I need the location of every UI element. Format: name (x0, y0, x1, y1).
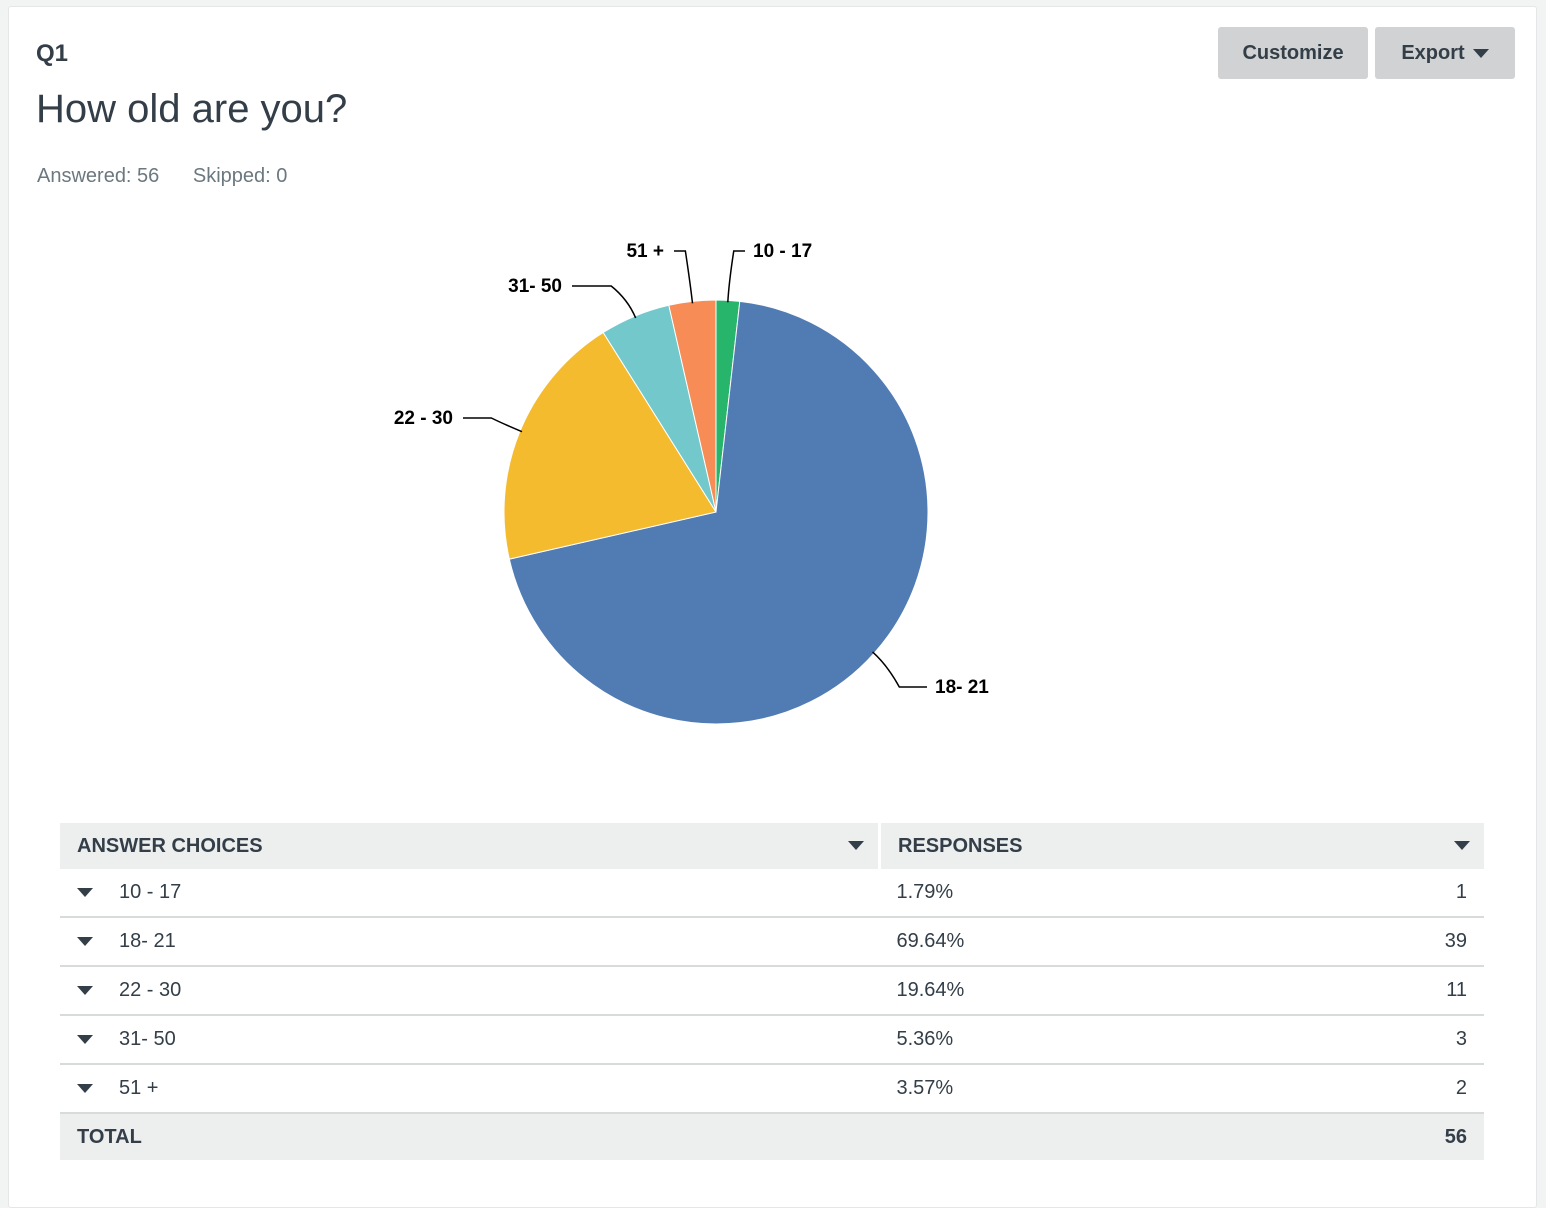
total-label: TOTAL (60, 1113, 1269, 1160)
answered-count: Answered: 56 (37, 165, 160, 187)
customize-label: Customize (1242, 41, 1344, 64)
leader-line-1 (727, 250, 745, 303)
table-row: 10 - 17 1.79% 1 (60, 869, 1484, 918)
header-answer-choices[interactable]: ANSWER CHOICES (60, 823, 881, 869)
pie-chart: 10 - 17 18- 21 22 - 30 31- 50 51 + (394, 241, 989, 725)
header-responses[interactable]: RESPONSES (879, 823, 1484, 869)
table-row: 22 - 30 19.64% 11 (60, 966, 1484, 1016)
response-stats: Answered: 56 Skipped: 0 (37, 165, 315, 188)
response-percent: 1.79% (879, 869, 1269, 918)
answer-choice: 51 + (119, 1077, 159, 1099)
answer-choice: 22 - 30 (119, 979, 182, 1001)
total-row: TOTAL 56 (60, 1113, 1484, 1160)
expand-row-icon[interactable] (77, 937, 93, 947)
pie-label-5: 51 + (626, 241, 664, 262)
expand-row-icon[interactable] (77, 1084, 93, 1094)
response-count: 39 (1268, 917, 1484, 967)
export-label: Export (1401, 41, 1465, 64)
table-row: 51 + 3.57% 2 (60, 1064, 1484, 1114)
expand-row-icon[interactable] (77, 1035, 93, 1045)
question-number: Q1 (36, 40, 69, 67)
export-button[interactable]: Export (1375, 27, 1515, 79)
chevron-down-icon[interactable] (1454, 841, 1470, 850)
leader-line-4 (572, 285, 637, 319)
pie-label-1: 10 - 17 (753, 241, 812, 262)
table-row: 18- 21 69.64% 39 (60, 917, 1484, 967)
leader-line-3 (463, 417, 523, 433)
response-percent: 69.64% (879, 917, 1269, 967)
results-table: ANSWER CHOICES RESPONSES 10 - 17 1.79% 1… (60, 823, 1484, 1160)
header-answer-choices-label: ANSWER CHOICES (77, 834, 263, 857)
answer-choice: 31- 50 (119, 1028, 176, 1050)
response-percent: 19.64% (879, 966, 1269, 1016)
response-percent: 5.36% (879, 1015, 1269, 1065)
response-count: 11 (1268, 966, 1484, 1016)
pie-label-2: 18- 21 (935, 677, 989, 698)
leader-line-5 (674, 250, 694, 304)
table-header-row: ANSWER CHOICES RESPONSES (60, 823, 1484, 869)
expand-row-icon[interactable] (77, 888, 93, 898)
total-value: 56 (1268, 1113, 1484, 1160)
leader-line-2 (872, 651, 927, 688)
pie-label-4: 31- 50 (508, 276, 562, 297)
response-count: 1 (1268, 869, 1484, 918)
question-title: How old are you? (36, 87, 348, 131)
response-count: 2 (1268, 1064, 1484, 1114)
pie-label-3: 22 - 30 (394, 408, 453, 429)
table-row: 31- 50 5.36% 3 (60, 1015, 1484, 1065)
response-percent: 3.57% (879, 1064, 1269, 1114)
expand-row-icon[interactable] (77, 986, 93, 996)
skipped-count: Skipped: 0 (192, 165, 288, 187)
answer-choice: 10 - 17 (119, 881, 182, 903)
customize-button[interactable]: Customize (1218, 27, 1368, 79)
answer-choice: 18- 21 (119, 930, 176, 952)
response-count: 3 (1268, 1015, 1484, 1065)
header-responses-label: RESPONSES (898, 834, 1023, 857)
chevron-down-icon[interactable] (848, 841, 864, 850)
question-card: Q1 How old are you? Answered: 56 Skipped… (8, 6, 1537, 1208)
chevron-down-icon (1472, 48, 1489, 58)
